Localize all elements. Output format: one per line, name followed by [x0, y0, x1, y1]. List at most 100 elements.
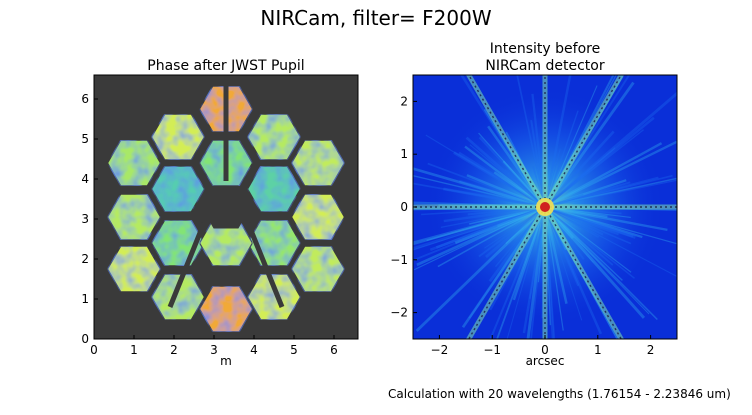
pupil-axes-ticks: 0 1 2 3 4 5 6 0 1 2 3 4 5 6: [81, 92, 337, 357]
psf-streak: [544, 206, 600, 238]
psf-streak: [544, 142, 663, 209]
psf-streak: [544, 205, 668, 232]
psf-streak: [544, 206, 623, 281]
psf-streak: [413, 174, 546, 208]
psf-streak: [493, 171, 546, 208]
psf-image: [413, 75, 677, 339]
psf-streak: [425, 134, 546, 208]
psf-streak: [544, 148, 561, 208]
pupil-x-tick-label: 1: [130, 343, 138, 357]
pupil-y-tick-label: 6: [81, 92, 89, 106]
pupil-x-tick-label: 5: [290, 343, 298, 357]
psf-streak: [506, 206, 546, 339]
psf-x-axis-label: arcsec: [526, 354, 565, 368]
psf-streak: [530, 206, 546, 339]
pupil-phase-panel: Phase after JWST Pupil 0 1 2 3 4 5 6 0 1 2 3 4 5 6 m: [81, 58, 359, 368]
psf-streak: [416, 205, 546, 267]
psf-streak: [469, 144, 546, 208]
psf-streak: [458, 151, 546, 209]
psf-streak: [544, 181, 631, 208]
psf-streak: [544, 206, 677, 245]
psf-streak: [489, 206, 546, 339]
psf-streak: [544, 205, 636, 239]
pupil-x-tick-label: 3: [210, 343, 218, 357]
psf-x-tick-label: 2: [647, 343, 655, 357]
mirror-segment-16: [150, 273, 206, 321]
psf-streak: [440, 206, 546, 229]
pupil-plot-frame: [93, 74, 359, 340]
psf-streak: [478, 136, 547, 208]
psf-streak: [544, 206, 583, 321]
psf-y-tick-label: −1: [390, 253, 408, 267]
psf-panel-title-line-1: Intensity before: [490, 41, 600, 57]
psf-panel-title-line-2: NIRCam detector: [485, 58, 604, 74]
psf-x-tick-label: 0: [541, 343, 549, 357]
psf-streak: [465, 187, 546, 208]
pupil-x-axis-label: m: [220, 354, 232, 368]
pupil-y-tick-label: 3: [81, 212, 89, 226]
psf-streak: [526, 206, 547, 339]
psf-streak: [437, 206, 546, 268]
psf-streak: [544, 147, 616, 208]
psf-axes-ticks: −2 −1 0 1 2 −2 −1 0 1 2: [390, 94, 654, 357]
psf-x-tick-label: −1: [483, 343, 501, 357]
pupil-y-tick-label: 2: [81, 252, 89, 266]
psf-y-tick-label: 0: [400, 200, 408, 214]
psf-streak: [544, 206, 677, 278]
pupil-y-tick-label: 1: [81, 292, 89, 306]
psf-y-tick-label: 1: [400, 147, 408, 161]
psf-streak: [544, 206, 614, 266]
psf-streak: [413, 206, 546, 271]
mirror-segment-6: [290, 139, 346, 187]
psf-streak: [413, 205, 546, 251]
mirror-segment-10: [290, 193, 346, 241]
pupil-x-tick-label: 2: [170, 343, 178, 357]
psf-streak: [496, 206, 546, 339]
psf-streak: [543, 206, 646, 319]
psf-streak: [413, 206, 546, 244]
psf-streak: [544, 129, 644, 208]
psf-streak: [466, 174, 546, 209]
mirror-segment-18: [198, 285, 254, 333]
psf-streak: [544, 91, 677, 209]
psf-streak: [544, 177, 677, 208]
psf-streak: [544, 176, 659, 208]
pupil-x-tick-label: 6: [330, 343, 338, 357]
psf-streak: [544, 110, 579, 208]
psf-streak: [413, 182, 546, 208]
psf-streak: [544, 206, 619, 236]
psf-streak: [443, 187, 546, 209]
psf-streak: [544, 206, 564, 331]
psf-streak: [435, 205, 546, 249]
psf-streak: [544, 140, 677, 209]
psf-x-tick-label: 1: [594, 343, 602, 357]
psf-streak: [544, 205, 634, 238]
psf-streak: [516, 75, 546, 208]
psf-streak: [453, 151, 546, 209]
psf-streak: [484, 205, 546, 259]
psf-streak: [544, 85, 598, 208]
figure-suptitle: NIRCam, filter= F200W: [260, 6, 491, 30]
calculation-footer: Calculation with 20 wavelengths (1.76154…: [388, 387, 731, 401]
psf-streak: [544, 206, 658, 321]
psf-streak: [544, 179, 627, 209]
psf-streak: [544, 205, 643, 239]
mirror-segment-7: [150, 165, 206, 213]
psf-streak: [413, 167, 546, 209]
mirror-segment-2: [150, 113, 206, 161]
psf-streak: [465, 136, 546, 209]
mirror-segment-3: [246, 113, 302, 161]
psf-streak: [458, 179, 546, 209]
psf-streak: [544, 174, 673, 208]
psf-streak: [469, 206, 546, 225]
psf-streak: [544, 206, 632, 273]
psf-streak: [522, 206, 547, 334]
psf-peak: [540, 202, 550, 212]
psf-streak: [544, 116, 655, 208]
psf-streak: [504, 168, 546, 208]
psf-streak: [544, 179, 677, 208]
psf-streak: [483, 206, 546, 249]
psf-streak: [413, 206, 546, 246]
mirror-segment-9: [106, 193, 162, 241]
